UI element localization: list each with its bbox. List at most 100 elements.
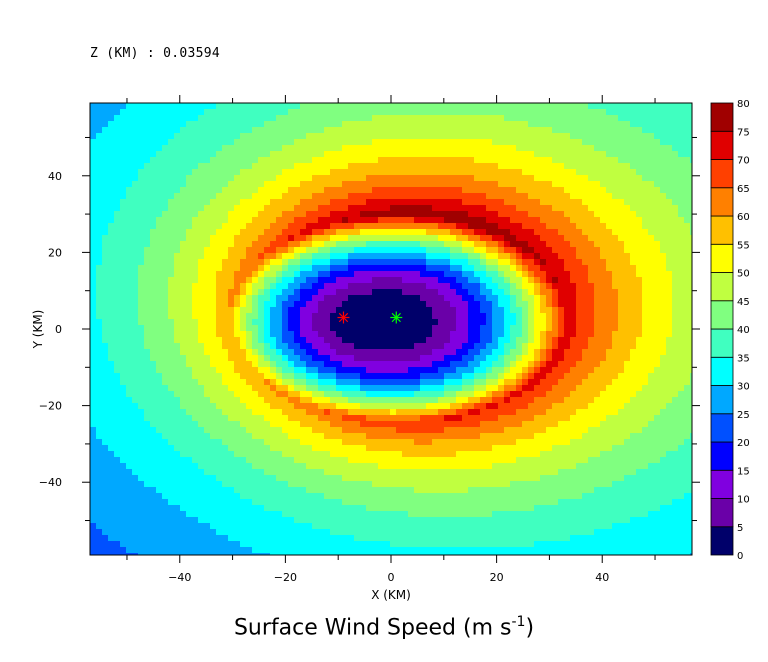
- field-cell: [150, 343, 157, 350]
- field-cell: [234, 259, 241, 266]
- field-cell: [258, 451, 265, 458]
- field-cell: [228, 547, 235, 554]
- field-cell: [426, 247, 433, 254]
- field-cell: [120, 433, 127, 440]
- field-cell: [240, 115, 247, 122]
- field-cell: [246, 499, 253, 506]
- field-cell: [126, 295, 133, 302]
- field-cell: [378, 289, 385, 296]
- field-cell: [468, 445, 475, 452]
- field-cell: [354, 349, 361, 356]
- field-cell: [186, 289, 193, 296]
- field-cell: [474, 157, 481, 164]
- field-cell: [474, 451, 481, 458]
- field-cell: [156, 331, 163, 338]
- field-cell: [438, 349, 445, 356]
- field-cell: [336, 307, 343, 314]
- field-cell: [222, 277, 229, 284]
- field-cell: [156, 253, 163, 260]
- field-cell: [252, 289, 259, 296]
- field-cell: [396, 241, 403, 248]
- field-cell: [144, 541, 151, 548]
- field-cell: [162, 481, 169, 488]
- field-cell: [228, 247, 235, 254]
- field-cell: [234, 313, 241, 320]
- field-cell: [420, 211, 427, 218]
- field-cell: [300, 445, 307, 452]
- field-cell: [120, 133, 127, 140]
- field-cell: [222, 469, 229, 476]
- field-cell: [294, 415, 301, 422]
- field-cell: [108, 127, 115, 134]
- field-cell: [348, 349, 355, 356]
- field-cell: [150, 235, 157, 242]
- field-cell: [216, 277, 223, 284]
- field-cell: [420, 295, 427, 302]
- field-cell: [414, 145, 421, 152]
- field-cell: [306, 271, 313, 278]
- field-cell: [432, 445, 439, 452]
- field-cell: [114, 283, 121, 290]
- field-cell: [360, 175, 367, 182]
- field-cell: [408, 415, 415, 422]
- field-cell: [270, 265, 277, 272]
- field-cell: [186, 121, 193, 128]
- field-cell: [330, 133, 337, 140]
- field-cell: [288, 313, 295, 320]
- field-cell: [474, 493, 481, 500]
- field-cell: [372, 367, 379, 374]
- field-cell: [144, 259, 151, 266]
- field-cell: [312, 421, 319, 428]
- field-cell: [300, 145, 307, 152]
- field-cell: [144, 343, 151, 350]
- field-cell: [462, 295, 469, 302]
- field-cell: [312, 391, 319, 398]
- field-cell: [432, 379, 439, 386]
- field-cell: [186, 133, 193, 140]
- field-cell: [216, 151, 223, 158]
- field-cell: [378, 475, 385, 482]
- field-cell: [288, 175, 295, 182]
- field-cell: [186, 253, 193, 260]
- field-cell: [228, 361, 235, 368]
- field-cell: [144, 379, 151, 386]
- field-cell: [222, 157, 229, 164]
- field-cell: [246, 403, 253, 410]
- field-cell: [282, 457, 289, 464]
- field-cell: [120, 523, 127, 530]
- field-cell: [282, 403, 289, 410]
- field-cell: [102, 133, 109, 140]
- field-cell: [240, 319, 247, 326]
- field-cell: [402, 163, 409, 170]
- field-cell: [252, 115, 259, 122]
- field-cell: [246, 307, 253, 314]
- field-cell: [210, 361, 217, 368]
- field-cell: [132, 547, 139, 554]
- field-cell: [372, 199, 379, 206]
- field-cell: [306, 145, 313, 152]
- field-cell: [108, 421, 115, 428]
- field-cell: [234, 547, 241, 554]
- field-cell: [438, 217, 445, 224]
- field-cell: [180, 421, 187, 428]
- field-cell: [258, 223, 265, 230]
- field-cell: [138, 349, 145, 356]
- field-cell: [282, 223, 289, 230]
- field-cell: [228, 187, 235, 194]
- field-cell: [300, 397, 307, 404]
- field-cell: [372, 175, 379, 182]
- field-cell: [174, 319, 181, 326]
- field-cell: [168, 247, 175, 254]
- field-cell: [174, 505, 181, 512]
- field-cell: [150, 127, 157, 134]
- field-cell: [348, 499, 355, 506]
- field-cell: [246, 349, 253, 356]
- field-cell: [156, 463, 163, 470]
- field-cell: [150, 475, 157, 482]
- field-cell: [456, 295, 463, 302]
- field-cell: [108, 481, 115, 488]
- field-cell: [168, 415, 175, 422]
- field-cell: [198, 343, 205, 350]
- field-cell: [438, 193, 445, 200]
- field-cell: [240, 163, 247, 170]
